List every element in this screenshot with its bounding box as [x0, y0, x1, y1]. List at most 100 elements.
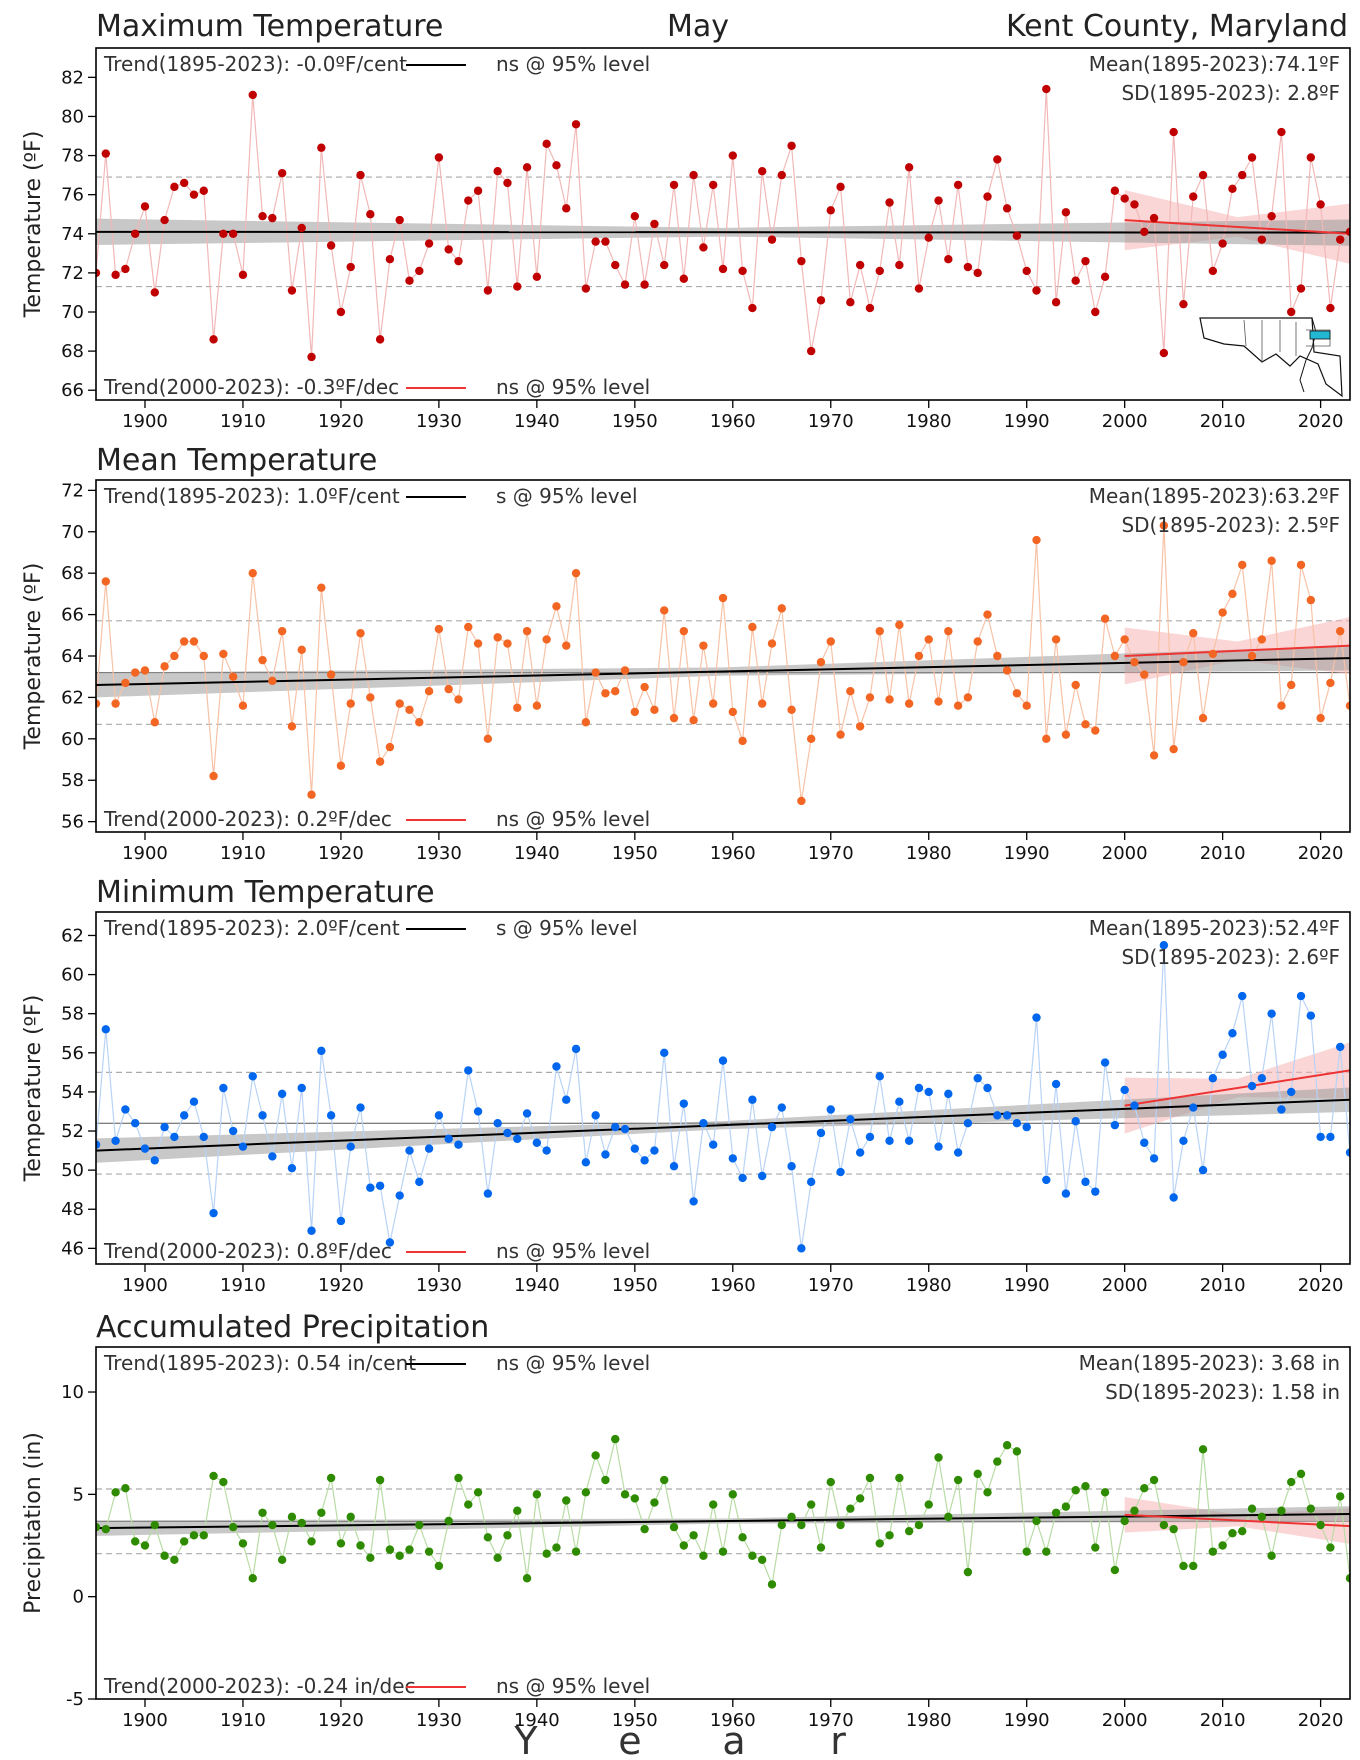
data-point [1061, 208, 1071, 217]
y-tick-label: 64 [61, 646, 84, 667]
data-point [1257, 1512, 1267, 1522]
data-point [268, 1520, 277, 1530]
data-point [630, 1494, 640, 1503]
data-point [356, 170, 365, 180]
data-point [1110, 186, 1120, 195]
long-trend-significance: s @ 95% level [496, 484, 638, 508]
data-point [1218, 1541, 1227, 1550]
data-point [277, 626, 287, 636]
x-tick-label: 1930 [416, 1275, 462, 1296]
data-point [1100, 614, 1110, 623]
data-point [140, 1541, 150, 1550]
data-point [836, 1520, 845, 1530]
data-point [101, 1524, 110, 1534]
data-point [669, 713, 679, 723]
y-tick-label: 46 [61, 1238, 84, 1259]
data-point [973, 268, 982, 278]
data-point [620, 280, 630, 289]
recent-trend-significance: ns @ 95% level [496, 1674, 650, 1698]
data-point [209, 771, 218, 781]
data-point [1247, 153, 1257, 162]
data-point [258, 1111, 267, 1120]
data-point [836, 182, 845, 192]
x-tick-label: 1970 [808, 1710, 854, 1731]
data-point [1228, 1529, 1237, 1538]
data-point [738, 1173, 747, 1183]
data-point [865, 693, 875, 702]
x-tick-label: 1910 [220, 1710, 266, 1731]
panel-title: Mean Temperature [96, 443, 377, 478]
data-point [748, 1551, 757, 1560]
data-point [630, 211, 640, 221]
data-point [924, 233, 933, 242]
x-tick-label: 2000 [1102, 411, 1148, 432]
data-point [473, 1107, 483, 1116]
x-tick-label: 2010 [1200, 1710, 1246, 1731]
data-point [826, 206, 835, 215]
x-tick-label: 2020 [1298, 843, 1344, 864]
x-tick-label: 1960 [710, 1710, 756, 1731]
data-point [111, 699, 120, 708]
data-point [1208, 649, 1218, 659]
data-point [650, 219, 659, 229]
data-point [571, 1547, 581, 1556]
data-point [1326, 678, 1335, 688]
data-point [1316, 1132, 1325, 1142]
data-point [1149, 213, 1159, 223]
x-tick-label: 1920 [318, 843, 364, 864]
data-point [405, 1146, 414, 1155]
data-point [885, 198, 894, 207]
data-point [875, 266, 884, 276]
x-tick-label: 1910 [220, 843, 266, 864]
data-point [326, 1111, 336, 1120]
data-point [366, 1553, 375, 1562]
data-point [1345, 701, 1350, 710]
data-point [640, 1156, 649, 1165]
mean-stat-label: Mean(1895-2023):52.4ºF [1089, 916, 1340, 940]
data-point [1277, 701, 1286, 710]
y-tick-label: 48 [61, 1199, 84, 1220]
data-point [1110, 1565, 1120, 1575]
data-point [287, 286, 297, 295]
y-tick-label: 82 [61, 67, 84, 88]
data-point [562, 1496, 571, 1505]
y-tick-label: 72 [61, 263, 84, 284]
y-tick-label: 56 [61, 812, 84, 833]
data-point [1208, 266, 1218, 276]
data-point [415, 266, 424, 276]
recent-trend-significance: ns @ 95% level [496, 1239, 650, 1263]
x-tick-label: 1940 [514, 1710, 560, 1731]
data-point [1316, 200, 1325, 209]
data-point [806, 734, 816, 744]
data-point [601, 1475, 610, 1485]
data-point [1287, 1477, 1296, 1487]
data-point [326, 241, 336, 250]
data-point [679, 626, 689, 636]
data-point [679, 1099, 689, 1108]
data-point [170, 182, 179, 192]
data-point [405, 1545, 414, 1554]
data-point [297, 645, 306, 654]
data-point [513, 703, 522, 712]
data-point [336, 1216, 346, 1226]
data-point [1149, 1154, 1159, 1163]
data-point [542, 1549, 551, 1558]
data-point [787, 141, 796, 150]
data-point [199, 1531, 208, 1540]
data-point [140, 202, 150, 211]
plot-frame [95, 911, 1351, 1265]
data-point [865, 1473, 875, 1483]
data-point [1159, 1520, 1169, 1530]
data-point [601, 689, 610, 698]
data-point [620, 1124, 630, 1134]
data-point [562, 204, 571, 213]
panel-max-temperature: Temperature (ºF) 66 68 70 72 74 76 78 80 82 1900 19… [21, 47, 1351, 432]
x-tick-label: 1960 [710, 843, 756, 864]
data-point [395, 215, 404, 225]
data-point [738, 736, 747, 746]
data-point [170, 1555, 179, 1565]
data-point [1091, 1543, 1100, 1552]
data-point [1110, 1120, 1120, 1130]
data-point [277, 1089, 287, 1099]
